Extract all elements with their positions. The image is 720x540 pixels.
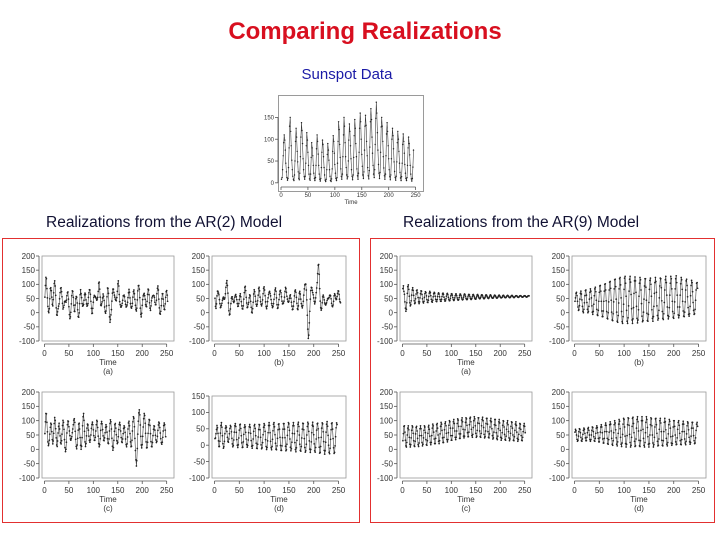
ar2-panel-frame: [2, 238, 360, 523]
ar9-section-label: Realizations from the AR(9) Model: [403, 214, 640, 231]
x-tick-label: 200: [384, 193, 395, 199]
x-axis-title: Time: [344, 200, 358, 206]
y-tick-label: 50: [267, 159, 274, 165]
ar9-panel-frame: [370, 238, 715, 523]
x-tick-label: 150: [357, 193, 368, 199]
page-title: Comparing Realizations: [228, 18, 502, 45]
x-tick-label: 100: [330, 193, 341, 199]
sunspot-chart-frame: [278, 95, 424, 192]
y-tick-label: 0: [271, 181, 275, 187]
y-tick-label: 100: [264, 137, 275, 143]
y-tick-label: 150: [264, 116, 275, 122]
ar2-section-label: Realizations from the AR(2) Model: [46, 214, 283, 231]
sunspot-subtitle: Sunspot Data: [301, 66, 393, 83]
x-tick-label: 50: [305, 193, 312, 199]
x-tick-label: 250: [411, 193, 422, 199]
x-tick-label: 0: [279, 193, 283, 199]
